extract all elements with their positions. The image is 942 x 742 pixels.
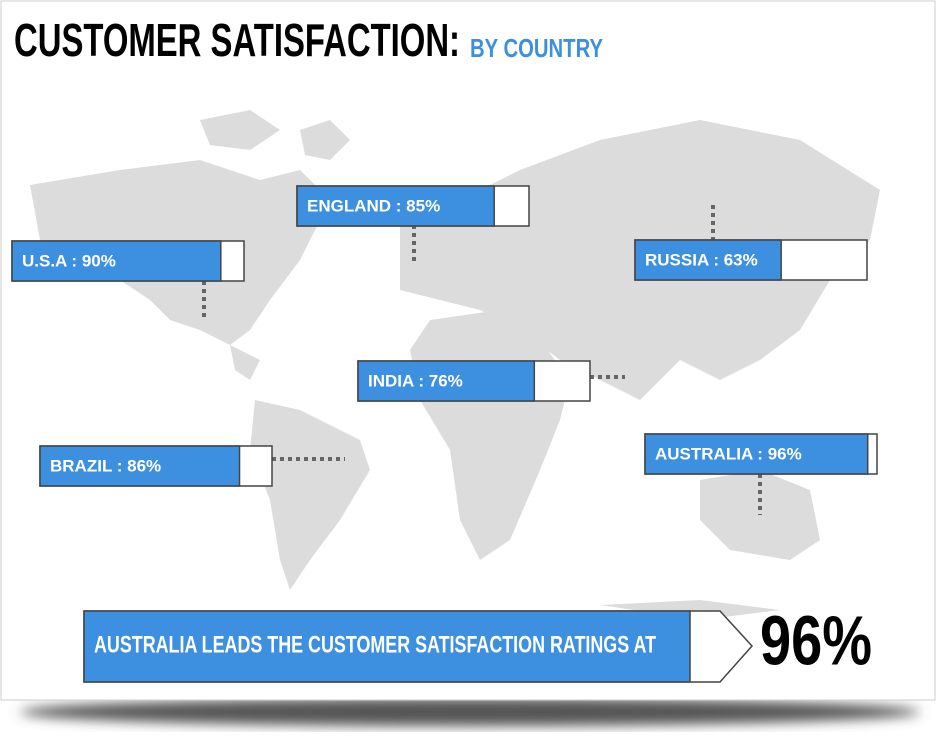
card-shadow (20, 698, 920, 726)
bar-fill (11, 240, 222, 282)
bar-label: RUSSIA : 63% (645, 250, 758, 269)
bar-label: AUSTRALIA : 96% (655, 444, 802, 463)
bar-fill (39, 445, 241, 487)
callout-bar (83, 610, 691, 683)
bar-label: INDIA : 76% (368, 371, 463, 390)
bar-label: BRAZIL : 86% (50, 456, 161, 475)
subtitle: BY COUNTRY (470, 33, 603, 63)
callout-text: AUSTRALIA LEADS THE CUSTOMER SATISFACTIO… (94, 631, 656, 658)
title: CUSTOMER SATISFACTION: (14, 14, 460, 66)
bar-fill (357, 360, 536, 402)
bar-label: ENGLAND : 85% (307, 196, 440, 215)
bar-label: U.S.A : 90% (22, 251, 116, 270)
bar-fill (296, 185, 495, 227)
callout-value: 96% (760, 601, 872, 679)
bar-fill (644, 433, 869, 475)
bar-fill (634, 239, 782, 281)
